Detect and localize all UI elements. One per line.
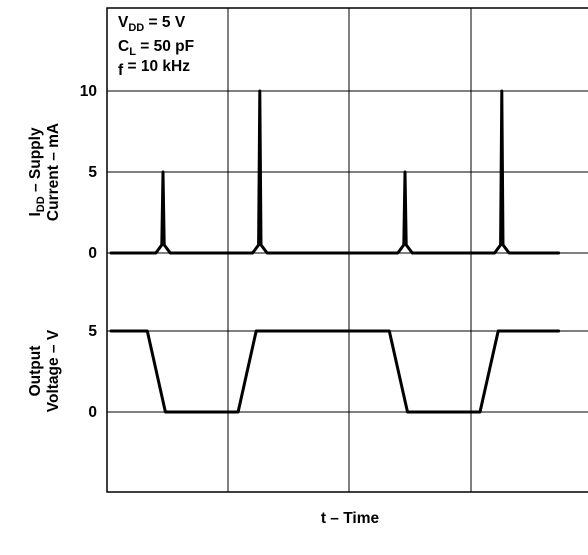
- plot-frame: [106, 7, 588, 493]
- grid-lines: [107, 8, 588, 492]
- y-tick-label: 0: [88, 404, 97, 421]
- x-axis-label: t – Time: [321, 510, 380, 527]
- current-y-label-line1: IDD – Supply: [27, 127, 47, 216]
- current-y-label-line2: Current – mA: [45, 123, 62, 221]
- y-tick-labels: 0 5 10 0 5: [80, 83, 98, 421]
- output-voltage-trace: [109, 329, 561, 414]
- voltage-y-label-line2: Voltage – V: [45, 329, 62, 412]
- y-tick-label: 10: [80, 83, 97, 100]
- y-tick-label: 5: [88, 164, 97, 181]
- current-y-label: IDD – Supply Current – mA: [27, 123, 62, 221]
- condition-f: f = 10 kHz: [118, 58, 190, 79]
- y-tick-label: 0: [88, 245, 97, 262]
- supply-current-trace: [109, 89, 561, 255]
- voltage-y-label: Output Voltage – V: [27, 329, 62, 412]
- test-conditions: VDD = 5 V CL = 50 pF f = 10 kHz: [118, 14, 194, 79]
- traces: [109, 89, 561, 414]
- y-tick-label: 5: [88, 323, 97, 340]
- condition-vdd: VDD = 5 V: [118, 14, 186, 34]
- condition-cl: CL = 50 pF: [118, 38, 194, 58]
- voltage-y-label-line1: Output: [27, 346, 44, 397]
